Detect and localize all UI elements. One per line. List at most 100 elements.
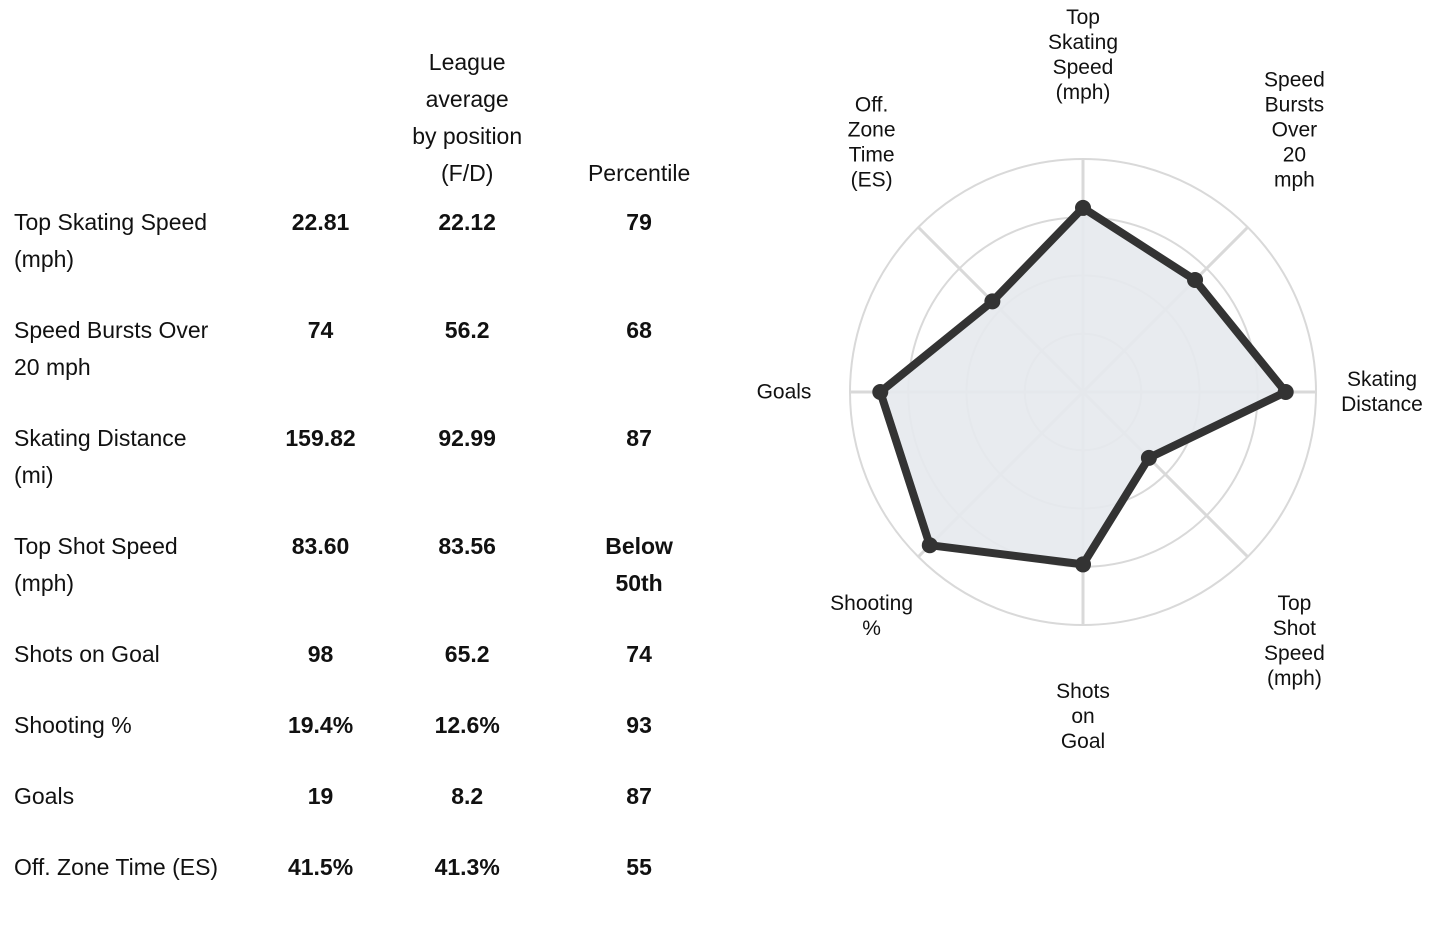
player-value: 83.60	[291, 533, 350, 559]
league-average-header-line: average	[425, 86, 509, 112]
metric-name-line: Top Shot Speed	[14, 533, 178, 559]
axis-label: Skating Distance	[1341, 368, 1423, 416]
table-row: Top Skating Speed (mph) 22.81 22.12 79	[0, 204, 720, 312]
radar-chart: Top Skating Speed (mph)Speed Bursts Over 20 mph…	[757, 6, 1423, 753]
metric-name-line: Top Skating Speed	[14, 209, 208, 235]
radar-area	[876, 203, 1290, 569]
player-value: 159.82	[285, 425, 356, 451]
metric-name-line: Off. Zone Time (ES)	[14, 854, 219, 880]
metric-name-line: Speed Bursts Over	[14, 317, 209, 343]
axis-label-line: (mph)	[1267, 667, 1322, 690]
table-row: Shots on Goal 98 65.2 74	[0, 636, 720, 707]
axis-label-line: Off.	[855, 93, 888, 116]
radar-point	[1075, 199, 1091, 216]
league-average-value: 92.99	[438, 425, 496, 451]
axis-label-line: Top	[1066, 6, 1100, 29]
percentile-value-line: 93	[626, 712, 652, 738]
percentile-value: 74	[558, 636, 720, 707]
metric-header	[0, 44, 265, 204]
radar-point	[984, 293, 1001, 310]
league-average-value: 8.2	[451, 783, 484, 809]
metric-name-line: Skating Distance	[14, 425, 187, 451]
axis-label-line: Skating	[1347, 368, 1417, 391]
axis-label-line: Goal	[1061, 730, 1105, 753]
metric-name-line: (mi)	[14, 462, 54, 488]
percentile-value: 87	[558, 420, 720, 528]
player-value: 22.81	[291, 209, 350, 235]
stats-table: League average by position (F/D) Percent…	[0, 44, 720, 920]
league-average-value: 22.12	[438, 209, 496, 235]
radar-point	[1140, 449, 1157, 466]
metric-name: Shots on Goal	[0, 636, 265, 707]
axis-label-line: Zone	[848, 118, 896, 141]
percentile-value: 93	[558, 707, 720, 778]
radar-point	[872, 384, 889, 400]
radar-axis-labels: Top Skating Speed (mph)Speed Bursts Over 20 mph…	[757, 6, 1423, 753]
metric-name: Speed Bursts Over 20 mph	[0, 312, 265, 420]
axis-label-line: on	[1071, 705, 1094, 728]
league-average-header-line: by position	[412, 123, 523, 149]
axis-label-line: Time	[849, 143, 895, 166]
league-average-value: 56.2	[444, 317, 490, 343]
axis-label: Top Shot Speed (mph)	[1264, 592, 1325, 690]
table-row: Speed Bursts Over 20 mph 74 56.2 68	[0, 312, 720, 420]
axis-label-line: Distance	[1341, 393, 1423, 416]
axis-label-line: Speed	[1264, 68, 1325, 91]
radar-point	[1187, 271, 1204, 288]
axis-label-line: Shooting	[830, 592, 913, 615]
table-row: Top Shot Speed (mph) 83.60 83.56 Below 50th	[0, 528, 720, 636]
axis-label-line: Shots	[1056, 680, 1110, 703]
percentile-value: 87	[558, 778, 720, 849]
radar-point	[921, 537, 938, 554]
table-row: Shooting % 19.4% 12.6% 93	[0, 707, 720, 778]
radar-points	[872, 199, 1294, 573]
percentile-value-line: 87	[626, 425, 652, 451]
axis-label: Speed Bursts Over 20 mph	[1264, 68, 1325, 191]
percentile-value-line: Below	[605, 533, 673, 559]
league-average-value: 65.2	[444, 641, 490, 667]
metric-name: Skating Distance (mi)	[0, 420, 265, 528]
table-row: Off. Zone Time (ES) 41.5% 41.3% 55	[0, 849, 720, 920]
axis-label-line: (mph)	[1056, 81, 1111, 104]
radar-point	[1277, 384, 1294, 400]
league-average-header: League average by position (F/D)	[376, 44, 558, 204]
percentile-value-line: 79	[626, 209, 652, 235]
axis-label-line: 20	[1283, 143, 1306, 166]
league-average-value: 12.6%	[434, 712, 500, 738]
axis-label-line: %	[862, 617, 881, 640]
player-value: 19.4%	[287, 712, 354, 738]
axis-label-line: Speed	[1053, 56, 1114, 79]
metric-name-line: Goals	[14, 783, 75, 809]
axis-label-line: Top	[1277, 592, 1311, 615]
axis-label-line: Shot	[1273, 617, 1316, 640]
metric-name-line: (mph)	[14, 246, 75, 272]
metric-name-line: Shooting %	[14, 712, 132, 738]
table-row: Skating Distance (mi) 159.82 92.99 87	[0, 420, 720, 528]
percentile-value: 55	[558, 849, 720, 920]
axis-label-line: Speed	[1264, 642, 1325, 665]
percentile-value-line: 68	[626, 317, 652, 343]
percentile-value-line: 50th	[615, 570, 663, 596]
player-value: 98	[307, 641, 334, 667]
axis-label: Top Skating Speed (mph)	[1048, 6, 1118, 104]
axis-label-line: (ES)	[851, 168, 893, 191]
axis-label-line: mph	[1274, 168, 1315, 191]
metric-name-line: (mph)	[14, 570, 75, 596]
axis-label: Shooting%	[830, 592, 913, 640]
league-average-header-line: (F/D)	[440, 160, 494, 186]
metric-name-line: Shots on Goal	[14, 641, 160, 667]
table-header-row: League average by position (F/D) Percent…	[0, 44, 720, 204]
metric-name: Top Shot Speed (mph)	[0, 528, 265, 636]
percentile-value: Below 50th	[558, 528, 720, 636]
table-body: Top Skating Speed (mph) 22.81 22.12 79 Speed …	[0, 204, 720, 920]
percentile-header: Percentile	[587, 160, 691, 186]
axis-label: Shots on Goal	[1056, 680, 1110, 753]
player-value: 19	[307, 783, 334, 809]
table-row: Goals 19 8.2 87	[0, 778, 720, 849]
percentile-value: 68	[558, 312, 720, 420]
axis-label: Goals	[757, 380, 812, 403]
metric-name: Shooting %	[0, 707, 265, 778]
percentile-value-line: 87	[626, 783, 652, 809]
percentile-value-line: 74	[626, 641, 652, 667]
player-value-header	[265, 44, 376, 204]
